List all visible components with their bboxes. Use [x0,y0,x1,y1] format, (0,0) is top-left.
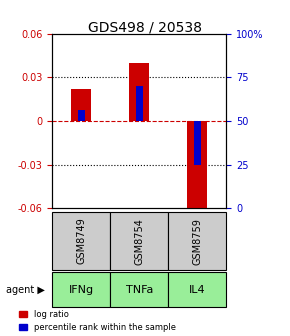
Text: TNFa: TNFa [126,285,153,295]
Text: agent ▶: agent ▶ [6,285,45,295]
Text: IFNg: IFNg [69,285,94,295]
Bar [129,63,149,121]
Text: GDS498 / 20538: GDS498 / 20538 [88,20,202,34]
Bar [187,121,207,214]
Text: GSM8759: GSM8759 [192,218,202,264]
Text: GSM8749: GSM8749 [76,218,86,264]
Text: GSM8754: GSM8754 [134,218,144,264]
Bar [78,111,85,121]
Bar [194,121,201,165]
Bar [71,89,91,121]
Bar [136,86,143,121]
Text: IL4: IL4 [189,285,206,295]
Legend: log ratio, percentile rank within the sample: log ratio, percentile rank within the sa… [19,310,176,332]
